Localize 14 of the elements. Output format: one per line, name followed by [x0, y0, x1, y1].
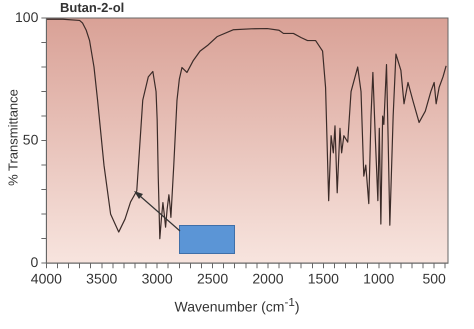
x-tick-label: 2500: [196, 270, 228, 286]
chart-title: Butan-2-ol: [60, 0, 124, 15]
x-tick-label: 1500: [308, 270, 340, 286]
x-axis-title: Wavenumber (cm$^{-1}$): [174, 296, 300, 315]
x-tick-label: 500: [422, 270, 446, 286]
y-tick-label: 100: [15, 8, 39, 25]
x-tick-label: 3000: [142, 270, 173, 286]
x-tick-label: 3500: [86, 270, 118, 286]
y-tick-label: 50: [22, 131, 39, 148]
x-tick-label: 1000: [363, 270, 395, 286]
y-axis-title: % Transmittance: [6, 88, 20, 188]
x-tick-label: 2000: [252, 270, 284, 286]
x-tick-label: 4000: [30, 270, 62, 286]
y-tick-label: 0: [30, 254, 39, 270]
